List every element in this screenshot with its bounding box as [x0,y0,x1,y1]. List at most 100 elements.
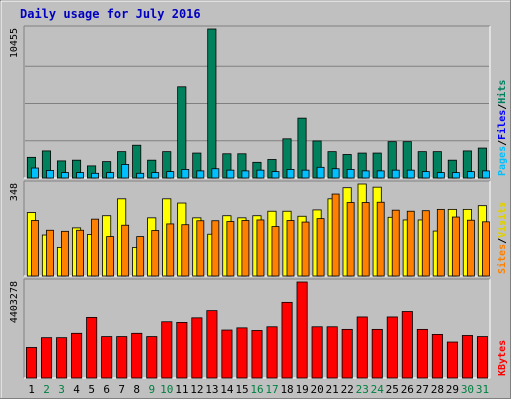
bar-kbytes-day-18 [281,301,293,379]
day-label-28: 28 [431,383,444,396]
legend-item: Pages [497,146,508,176]
bar-pages-day-26 [406,169,415,179]
bar-sites-day-21 [331,193,340,277]
bar-kbytes-day-28 [431,333,443,379]
panel-top-max-label: 10455 [9,28,20,58]
bar-pages-day-24 [376,170,385,179]
legend-item: / [497,140,508,146]
bar-sites-day-11 [181,224,190,277]
bar-hits-day-13 [207,28,217,179]
bar-kbytes-day-22 [341,328,353,379]
bar-pages-day-31 [482,170,490,179]
bar-sites-day-30 [466,219,475,277]
bar-pages-day-14 [226,169,235,179]
day-label-31: 31 [476,383,489,396]
bar-sites-day-25 [391,209,400,277]
day-label-1: 1 [28,383,35,396]
legend-item: KBytes [497,340,508,376]
bar-kbytes-day-14 [221,329,233,379]
day-label-19: 19 [295,383,308,396]
day-label-24: 24 [371,383,385,396]
bar-sites-day-9 [151,230,160,277]
day-label-10: 10 [160,383,173,396]
day-label-12: 12 [190,383,203,396]
day-label-29: 29 [446,383,459,396]
bar-kbytes-day-13 [206,310,218,379]
day-label-3: 3 [58,383,65,396]
bar-sites-day-2 [46,229,54,277]
bar-kbytes-day-2 [41,337,53,379]
panel-top-legend: Pages/Files/Hits [496,80,508,176]
bar-kbytes-day-27 [416,328,428,379]
bar-kbytes-day-15 [236,327,248,379]
day-label-16: 16 [250,383,263,396]
bar-sites-day-14 [226,221,235,277]
day-label-13: 13 [205,383,218,396]
bar-sites-day-26 [406,210,415,277]
day-label-14: 14 [220,383,234,396]
bar-pages-day-29 [451,172,460,179]
bar-kbytes-day-5 [86,316,98,379]
panel-middle-bars [26,183,490,277]
bar-kbytes-day-23 [356,316,368,379]
bar-sites-day-17 [271,226,280,277]
bar-kbytes-day-26 [401,311,413,379]
bar-pages-day-12 [196,170,205,179]
bar-sites-day-24 [376,201,385,277]
bar-sites-day-23 [361,202,370,277]
bar-pages-day-23 [361,170,370,179]
bar-kbytes-day-3 [56,337,68,379]
bar-kbytes-day-30 [461,335,473,379]
day-label-26: 26 [401,383,414,396]
bar-sites-day-1 [31,220,39,277]
bar-kbytes-day-31 [476,336,488,379]
bar-hits-day-11 [177,86,187,179]
bar-sites-day-31 [482,221,490,277]
legend-item: / [497,104,508,110]
bar-pages-day-18 [286,169,295,179]
bar-kbytes-day-19 [296,281,308,379]
bar-sites-day-3 [61,230,69,277]
bar-pages-day-25 [391,169,400,179]
bar-sites-day-10 [166,223,175,277]
bar-hits-day-19 [297,117,307,179]
bar-pages-day-19 [301,169,310,179]
bar-sites-day-22 [346,202,355,277]
panel-middle-max-label: 348 [9,183,20,201]
bar-kbytes-day-29 [446,341,458,379]
bar-pages-day-3 [61,172,69,179]
bar-pages-day-5 [91,172,99,179]
bar-kbytes-day-10 [161,321,173,379]
panel-middle-legend: Sites/Visits [496,202,508,274]
bar-sites-day-19 [301,221,310,277]
bar-pages-day-4 [76,172,84,179]
bar-sites-day-13 [211,220,220,277]
bar-pages-day-1 [31,167,39,179]
day-label-21: 21 [326,383,339,396]
legend-item: Sites [496,244,508,274]
day-label-2: 2 [43,383,50,396]
day-label-17: 17 [265,383,278,396]
day-label-4: 4 [73,383,80,396]
bar-pages-day-22 [346,169,355,179]
day-labels-group: 1 2 3 4 5 6 7 8 9 10 11 12 13 14 15 16 17 18 19 20 21 22 23 24 2… [28,383,489,396]
bar-kbytes-day-16 [251,330,263,379]
panel-top: 10455 Pages/Files/Hits [9,25,508,179]
day-label-8: 8 [133,383,140,396]
legend-item: Files [496,110,508,140]
bar-kbytes-day-6 [101,336,113,379]
bar-pages-day-7 [121,164,130,179]
bar-pages-day-6 [106,172,115,179]
bar-sites-day-5 [91,218,99,277]
bar-pages-day-20 [316,166,325,179]
day-label-15: 15 [235,383,248,396]
panel-bottom-max-label: 4403278 [9,281,20,323]
panel-bottom-bars [26,281,488,379]
legend-item: Visits [496,202,508,238]
bar-sites-day-15 [241,220,250,277]
bar-pages-day-30 [466,171,475,179]
bar-kbytes-day-25 [386,316,398,379]
bar-pages-day-11 [181,169,190,179]
